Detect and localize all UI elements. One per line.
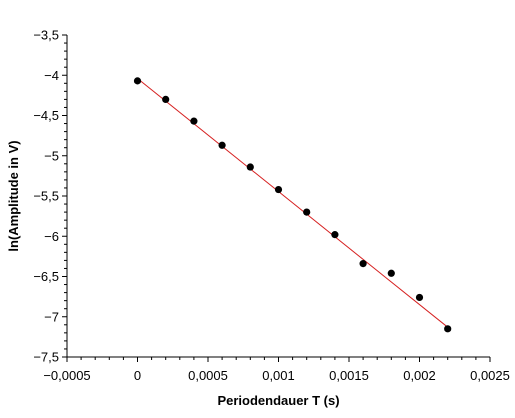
data-point [218,141,226,149]
y-tick-label: −5,5 [33,189,59,204]
y-tick-label: −7 [44,309,59,324]
x-tick-label: 0,0015 [329,368,369,383]
data-point [190,117,198,125]
x-tick-label: 0,001 [262,368,295,383]
axes [66,35,490,358]
y-tick-label: −5 [44,148,59,163]
data-point [415,293,424,302]
x-axis-title: Periodendauer T (s) [217,393,339,408]
data-point [303,208,311,216]
data-point [274,185,283,194]
y-tick-label: −6 [44,229,59,244]
y-tick-label: −6,5 [33,269,59,284]
data-point [444,325,452,333]
x-tick-label: −0,0005 [43,368,90,383]
data-point [387,269,395,277]
x-tick-label: 0,0005 [188,368,228,383]
data-point [246,163,254,171]
x-tick-label: 0 [134,368,141,383]
tick-labels: −3,5 −4 −4,5 −5 −5,5 −6 −6,5 −7 −7,5 −0,0005 0 0,00… [33,28,510,384]
y-tick-label: −4,5 [33,108,59,123]
x-tick-label: 0,002 [403,368,436,383]
data-point [133,77,142,85]
data-point [359,260,367,268]
x-tick-label: 0,0025 [470,368,510,383]
data-point [162,95,170,103]
y-tick-label: −4 [44,68,59,83]
axis-ticks [62,34,491,362]
fit-line [137,78,449,328]
series-layer [133,77,452,333]
y-tick-label: −3,5 [33,28,59,43]
y-tick-label: −7,5 [33,350,59,365]
y-axis-title: ln(Amplitude in V) [6,140,21,251]
data-point [331,231,339,239]
